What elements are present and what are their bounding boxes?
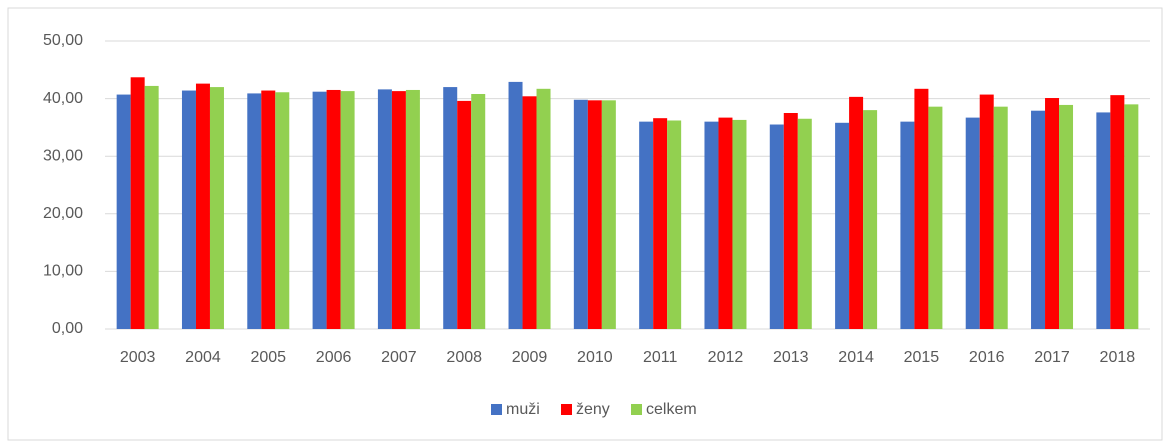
x-tick-label: 2007 <box>381 349 417 366</box>
bar <box>1059 104 1074 329</box>
bar <box>536 88 551 329</box>
bar <box>261 90 276 329</box>
x-tick-label: 2008 <box>446 349 482 366</box>
bar <box>914 88 929 329</box>
legend-label: ženy <box>576 401 610 418</box>
bar <box>130 77 145 330</box>
x-tick-label: 2003 <box>120 349 156 366</box>
bar <box>1124 104 1139 329</box>
bar <box>209 87 224 329</box>
legend-label: muži <box>506 401 540 418</box>
x-tick-label: 2017 <box>1034 349 1070 366</box>
bar <box>863 110 878 330</box>
x-tick-label: 2018 <box>1100 349 1136 366</box>
bar <box>769 124 784 330</box>
x-tick-label: 2014 <box>838 349 874 366</box>
bar <box>522 96 537 330</box>
bar <box>181 90 196 329</box>
bar <box>993 106 1008 329</box>
x-tick-label: 2015 <box>904 349 940 366</box>
bar <box>783 113 798 329</box>
bar <box>326 89 341 330</box>
bar <box>391 91 406 329</box>
x-tick-label: 2006 <box>316 349 352 366</box>
bar <box>275 92 290 329</box>
bar <box>144 85 159 329</box>
x-tick-label: 2004 <box>185 349 221 366</box>
y-tick-label: 40,00 <box>43 90 83 107</box>
bar <box>900 121 915 329</box>
bar <box>573 99 588 329</box>
bar <box>704 121 719 329</box>
x-tick-label: 2011 <box>643 349 678 366</box>
y-tick-label: 30,00 <box>43 147 83 164</box>
x-tick-label: 2009 <box>512 349 548 366</box>
bar <box>797 118 812 329</box>
bar <box>979 94 994 330</box>
bar <box>601 100 616 329</box>
bar <box>587 100 602 329</box>
x-tick-label: 2016 <box>969 349 1005 366</box>
legend-swatch <box>491 404 502 415</box>
legend-swatch <box>631 404 642 415</box>
y-tick-label: 10,00 <box>43 263 83 280</box>
bar <box>116 94 131 330</box>
bar <box>928 106 943 329</box>
bar <box>667 120 682 329</box>
y-tick-label: 50,00 <box>43 32 83 49</box>
bar <box>965 117 980 329</box>
bar <box>653 118 668 330</box>
bar <box>639 121 654 329</box>
bar <box>443 87 458 329</box>
bar <box>377 89 392 329</box>
y-tick-label: 20,00 <box>43 205 83 222</box>
bar <box>195 83 210 330</box>
legend-swatch <box>561 404 572 415</box>
bar <box>718 117 733 329</box>
bar <box>1096 112 1111 329</box>
bar <box>1110 95 1125 329</box>
bar <box>1031 110 1046 329</box>
x-tick-label: 2013 <box>773 349 809 366</box>
bar <box>457 100 472 330</box>
bar <box>340 91 355 329</box>
bar <box>849 96 864 329</box>
bar <box>508 81 523 330</box>
bar <box>405 89 420 330</box>
bar <box>1045 98 1060 329</box>
bar <box>732 119 747 329</box>
bar <box>471 93 486 329</box>
bar <box>312 91 327 329</box>
bar <box>247 93 262 329</box>
bar <box>835 122 850 330</box>
legend-label: celkem <box>646 401 697 418</box>
x-tick-label: 2010 <box>577 349 613 366</box>
x-tick-label: 2005 <box>250 349 286 366</box>
y-tick-label: 0,00 <box>52 320 83 337</box>
x-tick-label: 2012 <box>708 349 744 366</box>
